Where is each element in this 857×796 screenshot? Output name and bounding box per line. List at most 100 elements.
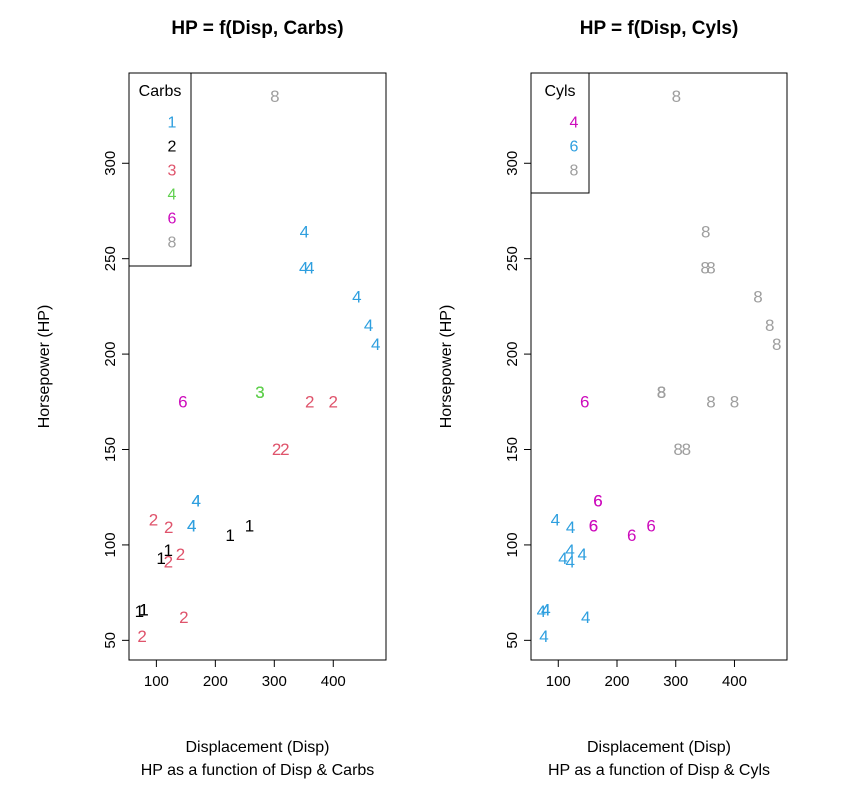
data-point: 8 bbox=[765, 316, 774, 335]
y-axis: 50 100 150 200 250 300 bbox=[102, 151, 129, 649]
x-tick-label: 400 bbox=[722, 673, 747, 690]
x-tick-label: 100 bbox=[144, 673, 169, 690]
y-tick-label: 300 bbox=[504, 151, 521, 176]
legend-entry: 2 bbox=[168, 139, 177, 156]
data-point: 1 bbox=[163, 541, 172, 560]
legend-entry: 8 bbox=[570, 163, 579, 180]
data-point: 4 bbox=[187, 516, 196, 535]
data-point: 8 bbox=[753, 287, 762, 306]
data-point: 1 bbox=[225, 526, 234, 545]
y-tick-label: 250 bbox=[102, 246, 119, 271]
data-point: 6 bbox=[580, 392, 589, 411]
data-point: 8 bbox=[706, 259, 715, 278]
data-point: 4 bbox=[541, 600, 550, 619]
data-point: 2 bbox=[329, 392, 338, 411]
y-tick-label: 100 bbox=[102, 532, 119, 557]
data-point: 8 bbox=[657, 383, 666, 402]
data-point: 2 bbox=[280, 440, 289, 459]
data-point: 6 bbox=[593, 492, 602, 511]
data-point: 4 bbox=[565, 553, 574, 572]
data-point: 6 bbox=[627, 526, 636, 545]
chart-subtitle: HP as a function of Disp & Carbs bbox=[141, 762, 375, 779]
x-tick-label: 200 bbox=[203, 673, 228, 690]
legend-entry: 6 bbox=[168, 211, 177, 228]
y-tick-label: 200 bbox=[102, 342, 119, 367]
data-point: 3 bbox=[255, 383, 264, 402]
x-tick-label: 100 bbox=[546, 673, 571, 690]
legend-entry: 3 bbox=[168, 163, 177, 180]
data-point: 4 bbox=[192, 492, 201, 511]
data-point: 2 bbox=[137, 627, 146, 646]
data-point: 2 bbox=[149, 511, 158, 530]
data-point: 8 bbox=[682, 440, 691, 459]
data-point: 4 bbox=[371, 335, 380, 354]
data-point: 4 bbox=[300, 222, 309, 241]
y-tick-label: 100 bbox=[504, 532, 521, 557]
x-axis-label: Displacement (Disp) bbox=[185, 739, 329, 756]
x-tick-label: 200 bbox=[604, 673, 629, 690]
legend-title: Carbs bbox=[139, 83, 182, 100]
y-tick-label: 200 bbox=[504, 342, 521, 367]
x-axis-label: Displacement (Disp) bbox=[587, 739, 731, 756]
data-point: 2 bbox=[164, 518, 173, 537]
y-axis-label: Horsepower (HP) bbox=[438, 305, 455, 429]
data-point: 6 bbox=[646, 516, 655, 535]
data-point: 4 bbox=[565, 541, 574, 560]
legend-entry: 4 bbox=[168, 187, 177, 204]
legend: Carbs 1 2 3 4 6 8 bbox=[128, 72, 192, 267]
y-tick-label: 300 bbox=[102, 151, 119, 176]
chart-panel-carbs: HP = f(Disp, Carbs) 100 200 300 400 50 100 150 2… bbox=[36, 18, 387, 779]
data-point: 8 bbox=[700, 259, 709, 278]
data-point: 1 bbox=[245, 516, 254, 535]
data-point: 3 bbox=[255, 383, 264, 402]
data-point: 8 bbox=[772, 335, 781, 354]
data-point: 6 bbox=[589, 516, 598, 535]
y-tick-label: 150 bbox=[102, 437, 119, 462]
plot-frame bbox=[530, 72, 788, 661]
data-point: 4 bbox=[566, 518, 575, 537]
data-point: 4 bbox=[558, 549, 567, 568]
data-point: 4 bbox=[305, 259, 314, 278]
data-point: 4 bbox=[541, 600, 550, 619]
chart-title: HP = f(Disp, Carbs) bbox=[171, 18, 343, 39]
data-point: 2 bbox=[305, 392, 314, 411]
legend-box bbox=[128, 72, 192, 267]
x-tick-label: 300 bbox=[262, 673, 287, 690]
y-axis: 50 100 150 200 250 300 bbox=[504, 151, 531, 649]
y-axis-label: Horsepower (HP) bbox=[36, 305, 53, 429]
legend: Cyls 4 6 8 bbox=[530, 72, 590, 194]
legend-title: Cyls bbox=[544, 83, 575, 100]
data-point: 4 bbox=[299, 259, 308, 278]
data-point: 8 bbox=[701, 222, 710, 241]
x-tick-label: 300 bbox=[663, 673, 688, 690]
data-point: 4 bbox=[364, 316, 373, 335]
data-point: 8 bbox=[706, 392, 715, 411]
data-point: 8 bbox=[270, 87, 279, 106]
y-tick-label: 150 bbox=[504, 437, 521, 462]
data-point: 4 bbox=[187, 516, 196, 535]
data-point: 8 bbox=[657, 383, 666, 402]
data-point: 1 bbox=[139, 600, 148, 619]
data-point: 4 bbox=[581, 608, 590, 627]
data-point: 2 bbox=[272, 440, 281, 459]
x-tick-label: 400 bbox=[321, 673, 346, 690]
data-point: 3 bbox=[255, 383, 264, 402]
legend-entry: 4 bbox=[570, 115, 579, 132]
data-point: 4 bbox=[537, 602, 546, 621]
data-point: 8 bbox=[657, 383, 666, 402]
data-point: 4 bbox=[352, 287, 361, 306]
data-point: 1 bbox=[135, 602, 144, 621]
data-point: 8 bbox=[730, 392, 739, 411]
data-point: 6 bbox=[589, 516, 598, 535]
data-point: 6 bbox=[593, 492, 602, 511]
data-point: 2 bbox=[176, 545, 185, 564]
data-point: 1 bbox=[156, 549, 165, 568]
y-tick-label: 50 bbox=[504, 632, 521, 649]
legend-entry: 8 bbox=[168, 235, 177, 252]
data-point: 4 bbox=[551, 511, 560, 530]
data-point: 6 bbox=[178, 392, 187, 411]
data-point: 8 bbox=[673, 440, 682, 459]
data-point: 2 bbox=[164, 553, 173, 572]
